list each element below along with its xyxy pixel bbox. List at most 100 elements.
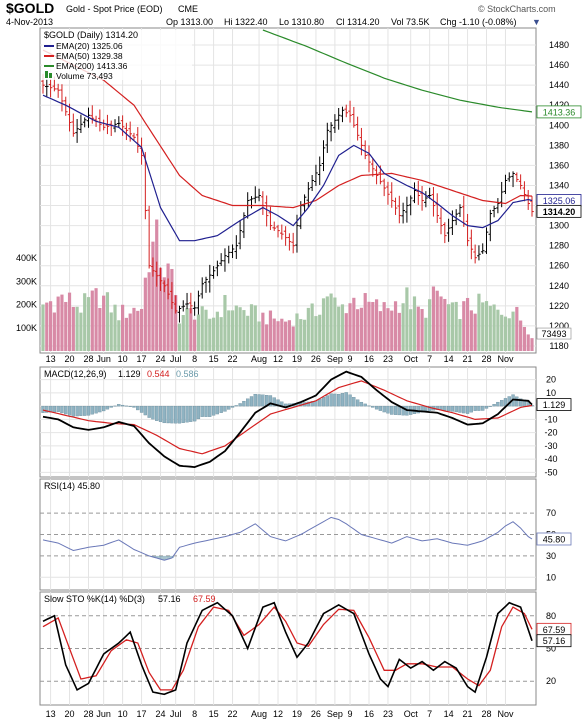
volume-bar xyxy=(314,316,318,351)
volume-bar xyxy=(185,308,189,351)
price-tick-label: 1460 xyxy=(549,60,569,70)
price-value-tag-label: 1325.06 xyxy=(543,196,576,206)
macd-histogram-bar xyxy=(283,403,288,407)
stoch-value-tag-label: 57.16 xyxy=(543,636,566,646)
volume-bar xyxy=(128,313,132,351)
macd-line xyxy=(42,370,533,469)
volume-bar xyxy=(189,308,193,351)
volume-bar xyxy=(503,316,508,351)
macd-tick-label: -50 xyxy=(544,467,557,477)
price-tick-label: 1380 xyxy=(549,140,569,150)
volume-bar xyxy=(253,305,257,351)
volume-bar xyxy=(481,302,485,351)
macd-histogram-bar xyxy=(359,401,364,407)
volume-bar xyxy=(378,311,382,351)
volume-bar xyxy=(496,309,500,351)
x-tick-label-bottom: 23 xyxy=(383,709,393,719)
symbol: $GOLD xyxy=(6,0,54,16)
macd-histogram-bar xyxy=(450,405,455,412)
macd-histogram-bar xyxy=(363,403,367,407)
macd-histogram-bar xyxy=(60,405,64,414)
volume-bar xyxy=(469,310,473,351)
volume-bar xyxy=(249,304,254,351)
ema50-legend: EMA(50) 1329.38 xyxy=(56,51,123,61)
x-tick-label-top: 9 xyxy=(348,354,353,364)
macd-histogram-bar xyxy=(67,405,72,416)
volume-bar xyxy=(344,313,348,351)
volume-bar xyxy=(124,317,128,351)
x-tick-label-bottom: 15 xyxy=(209,709,219,719)
macd-tick-label: 20 xyxy=(546,375,556,385)
volume-bar xyxy=(102,295,106,351)
macd-histogram-bar xyxy=(230,405,235,408)
volume-bar xyxy=(420,309,424,351)
macd-histogram-bar xyxy=(223,405,227,412)
rsi-line xyxy=(42,516,533,561)
volume-legend-icon xyxy=(45,71,48,78)
volume-bar xyxy=(204,309,208,351)
ema20-legend: EMA(20) 1325.06 xyxy=(56,41,123,51)
macd-histogram-bar xyxy=(462,405,466,414)
volume-bar xyxy=(321,298,326,351)
price-value-tag-label: 1413.36 xyxy=(543,107,576,117)
price-legend-title: $GOLD (Daily) 1314.20 xyxy=(44,30,138,40)
macd-histogram-bar xyxy=(329,393,333,407)
volume-bar xyxy=(147,272,151,351)
ema200-line xyxy=(262,29,533,113)
x-tick-label-bottom: Aug xyxy=(251,709,267,719)
price-tick-label: 1220 xyxy=(549,301,569,311)
macd-legend: MACD(12,26,9) xyxy=(44,369,107,379)
x-tick-label-top: Aug xyxy=(251,354,267,364)
volume-bar xyxy=(492,304,496,351)
x-tick-label-bottom: 16 xyxy=(364,709,374,719)
volume-bar xyxy=(477,293,481,351)
volume-bar xyxy=(170,268,174,351)
macd-histogram-bar xyxy=(109,405,113,408)
macd-histogram-bar xyxy=(166,405,170,424)
chevron-down-icon[interactable]: ▼ xyxy=(532,17,541,27)
macd-histogram-bar xyxy=(477,405,481,411)
volume-value: Vol 73.5K xyxy=(391,17,430,27)
macd-histogram-bar xyxy=(151,405,155,420)
volume-bar xyxy=(401,303,405,351)
macd-histogram-bar xyxy=(177,405,182,424)
macd-histogram-bar xyxy=(481,405,485,411)
x-tick-label-bottom: Oct xyxy=(404,709,419,719)
macd-histogram-bar xyxy=(249,396,254,407)
x-tick-label-bottom: 21 xyxy=(463,709,473,719)
x-tick-label-bottom: Nov xyxy=(497,709,514,719)
volume-bar xyxy=(352,297,356,351)
macd-tick-label: -40 xyxy=(544,454,557,464)
volume-bar xyxy=(166,263,170,351)
macd-legend-value: 1.129 xyxy=(118,369,141,379)
volume-bar xyxy=(143,277,147,351)
volume-bar xyxy=(519,320,523,351)
copyright: © StockCharts.com xyxy=(478,4,556,14)
volume-bar xyxy=(522,326,527,351)
volume-bar xyxy=(208,318,212,351)
macd-histogram-bar xyxy=(98,405,102,413)
axis-labels: 1180120012201240126012801300132013401360… xyxy=(16,40,582,719)
macd-histogram-bar xyxy=(443,405,447,411)
macd-histogram-bar xyxy=(337,394,341,407)
x-tick-label-top: 16 xyxy=(364,354,374,364)
volume-bar xyxy=(462,301,466,351)
volume-bar xyxy=(132,307,136,351)
stoch-value-tag-label: 67.59 xyxy=(543,625,566,635)
volume-bar xyxy=(193,319,197,351)
volume-bar xyxy=(276,321,280,351)
volume-bar xyxy=(299,319,303,351)
volume-bar xyxy=(242,310,246,351)
volume-bar xyxy=(41,304,45,351)
x-tick-label-bottom: 28 xyxy=(482,709,492,719)
volume-bar xyxy=(454,301,458,351)
volume-tick-label: 100K xyxy=(16,323,37,333)
x-tick-label-top: 14 xyxy=(444,354,454,364)
macd-histogram-bar xyxy=(75,405,79,417)
indicator-lines xyxy=(41,29,534,696)
x-tick-label-top: 26 xyxy=(311,354,321,364)
volume-bar xyxy=(412,296,417,351)
stoch-legend: Slow STO %K(14) %D(3) xyxy=(44,594,145,604)
volume-bar xyxy=(367,301,371,351)
stoch-k-legend: 57.16 xyxy=(158,594,181,604)
